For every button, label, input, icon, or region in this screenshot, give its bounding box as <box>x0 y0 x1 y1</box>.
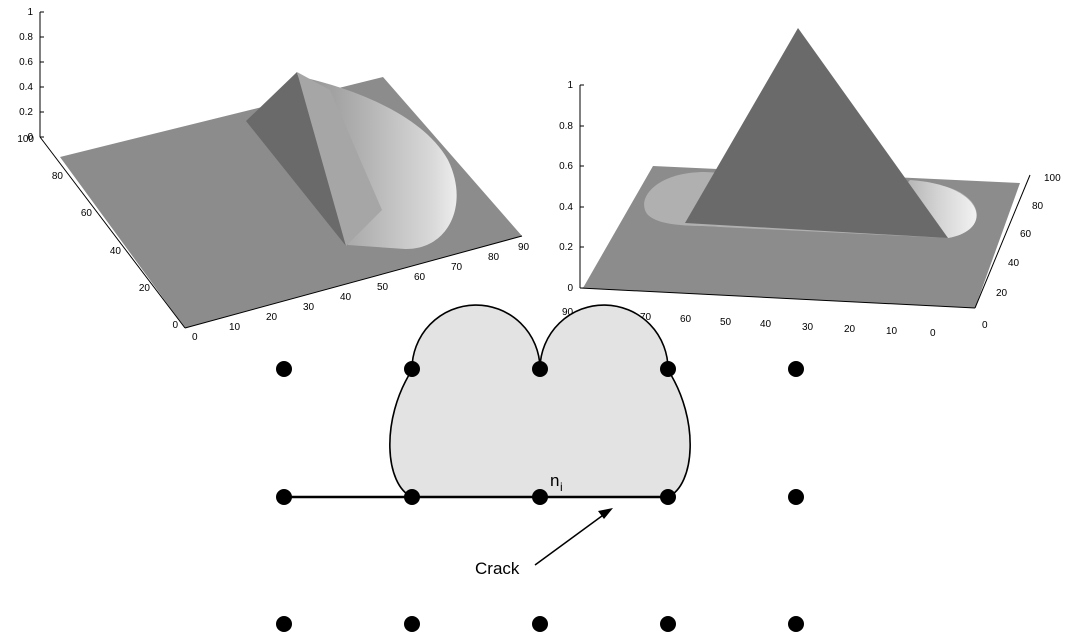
right-y-tick-label: 80 <box>1032 201 1044 212</box>
right-y-tick-label: 40 <box>1008 258 1020 269</box>
left-y-tick-label: 80 <box>52 171 64 182</box>
node-label: n <box>550 471 559 490</box>
left-pyramid-face <box>246 72 346 246</box>
left-x-tick-label: 70 <box>451 262 463 273</box>
node <box>532 361 548 377</box>
left-y-ticks: 0 20 40 60 80 100 <box>17 134 178 331</box>
crack-arrow <box>534 512 607 566</box>
left-z-tick-label: 0.8 <box>19 32 33 43</box>
node <box>532 489 548 505</box>
left-z-tick-label: 0.2 <box>19 107 33 118</box>
right-y-tick-label: 20 <box>996 288 1008 299</box>
right-x-tick-label: 0 <box>930 328 936 339</box>
left-x-tick-label: 0 <box>192 332 198 343</box>
left-pyramid-side <box>297 72 382 246</box>
node <box>660 616 676 632</box>
right-y-ticks: 0 20 40 60 80 100 <box>982 173 1061 331</box>
right-x-tick-label: 20 <box>844 324 856 335</box>
right-z-tick-label: 0 <box>567 283 573 294</box>
right-x-tick-label: 60 <box>680 314 692 325</box>
node <box>788 489 804 505</box>
left-x-tick-label: 50 <box>377 282 389 293</box>
left-z-tick-label: 1 <box>27 7 33 18</box>
left-x-tick-label: 60 <box>414 272 426 283</box>
node <box>788 616 804 632</box>
right-axes <box>579 85 1031 309</box>
support-diagram: n i Crack <box>276 304 804 632</box>
right-z-tick-label: 0.6 <box>559 161 573 172</box>
left-y-tick-label: 20 <box>139 283 151 294</box>
node <box>276 616 292 632</box>
right-x-tick-label: 50 <box>720 317 732 328</box>
left-x-tick-label: 80 <box>488 252 500 263</box>
left-x-tick-label: 30 <box>303 302 315 313</box>
left-y-tick-label: 100 <box>17 134 34 145</box>
left-x-tick-label: 20 <box>266 312 278 323</box>
left-x-tick-label: 10 <box>229 322 241 333</box>
right-pyramid-face <box>685 28 948 238</box>
right-z-tick-label: 0.2 <box>559 242 573 253</box>
support-domain <box>389 304 691 498</box>
node <box>276 489 292 505</box>
left-z-ticks: 0 0.2 0.4 0.6 0.8 1 <box>19 7 44 143</box>
node <box>788 361 804 377</box>
left-x-tick-label: 90 <box>518 242 530 253</box>
right-y-tick-label: 100 <box>1044 173 1061 184</box>
right-x-tick-label: 30 <box>802 322 814 333</box>
right-surface-plot: 0 0.2 0.4 0.6 0.8 1 90 80 70 60 50 40 30… <box>559 28 1061 339</box>
node <box>532 616 548 632</box>
left-z-tick-label: 0 <box>27 132 33 143</box>
left-y-tick-label: 60 <box>81 208 93 219</box>
right-y-tick-label: 60 <box>1020 229 1032 240</box>
left-y-tick-label: 0 <box>172 320 178 331</box>
right-x-tick-label: 10 <box>886 326 898 337</box>
right-x-tick-label: 40 <box>760 319 772 330</box>
left-z-tick-label: 0.4 <box>19 82 33 93</box>
left-x-tick-label: 40 <box>340 292 352 303</box>
node-label-subscript: i <box>560 480 563 494</box>
node <box>404 489 420 505</box>
left-z-tick-label: 0.6 <box>19 57 33 68</box>
right-y-tick-label: 0 <box>982 320 988 331</box>
right-z-ticks: 0 0.2 0.4 0.6 0.8 1 <box>559 80 584 294</box>
node <box>404 361 420 377</box>
right-x-tick-label: 70 <box>640 312 652 323</box>
left-y-tick-label: 40 <box>110 246 122 257</box>
crack-label: Crack <box>475 559 520 578</box>
crack-arrow-head <box>598 508 613 519</box>
node <box>660 489 676 505</box>
node <box>660 361 676 377</box>
left-surface-plot: 0 0.2 0.4 0.6 0.8 1 0 20 40 60 80 100 0 … <box>17 7 529 343</box>
right-z-tick-label: 0.4 <box>559 202 573 213</box>
left-z-axis <box>39 12 523 329</box>
right-x-tick-label: 90 <box>562 307 574 318</box>
right-z-tick-label: 1 <box>567 80 573 91</box>
grid-nodes <box>276 361 804 632</box>
left-x-ticks: 0 10 20 30 40 50 60 70 80 90 <box>192 242 530 343</box>
right-z-tick-label: 0.8 <box>559 121 573 132</box>
node <box>404 616 420 632</box>
node <box>276 361 292 377</box>
